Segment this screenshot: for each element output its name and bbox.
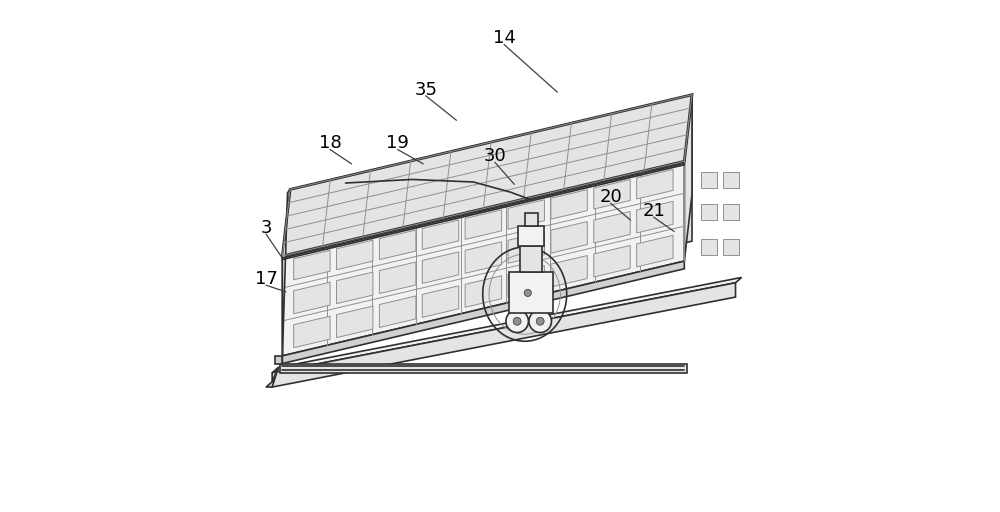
Polygon shape — [275, 356, 282, 364]
Text: 30: 30 — [484, 147, 506, 165]
Polygon shape — [701, 239, 717, 255]
Text: 17: 17 — [255, 270, 277, 288]
Polygon shape — [465, 276, 502, 307]
Polygon shape — [294, 250, 330, 280]
Polygon shape — [508, 200, 544, 229]
Polygon shape — [518, 225, 544, 246]
Polygon shape — [637, 169, 673, 199]
Polygon shape — [280, 364, 687, 373]
Polygon shape — [701, 172, 717, 188]
Polygon shape — [508, 266, 544, 297]
Polygon shape — [282, 261, 684, 364]
Polygon shape — [422, 220, 459, 249]
Text: 21: 21 — [642, 202, 665, 220]
Circle shape — [513, 317, 521, 325]
Polygon shape — [551, 222, 587, 253]
Polygon shape — [282, 189, 290, 356]
Polygon shape — [684, 95, 692, 261]
Polygon shape — [266, 368, 278, 387]
Polygon shape — [551, 255, 587, 287]
Polygon shape — [637, 236, 673, 267]
Polygon shape — [701, 204, 717, 220]
Polygon shape — [337, 272, 373, 304]
Text: 19: 19 — [386, 134, 409, 153]
Polygon shape — [637, 201, 673, 233]
Circle shape — [529, 310, 551, 332]
Polygon shape — [290, 95, 692, 336]
Polygon shape — [465, 242, 502, 273]
Polygon shape — [594, 180, 630, 209]
Polygon shape — [465, 210, 502, 240]
Circle shape — [536, 317, 544, 325]
Polygon shape — [723, 239, 739, 255]
Circle shape — [524, 289, 531, 296]
Polygon shape — [509, 271, 553, 312]
Polygon shape — [520, 246, 542, 271]
Polygon shape — [272, 278, 742, 373]
Polygon shape — [379, 262, 416, 293]
Polygon shape — [422, 286, 459, 317]
Text: 35: 35 — [414, 80, 437, 99]
Polygon shape — [294, 316, 330, 348]
Polygon shape — [294, 282, 330, 314]
Polygon shape — [272, 283, 736, 387]
Polygon shape — [508, 232, 544, 263]
Text: 20: 20 — [599, 188, 622, 206]
Polygon shape — [282, 95, 692, 256]
Text: 3: 3 — [260, 219, 272, 237]
Polygon shape — [337, 306, 373, 337]
Polygon shape — [551, 189, 587, 219]
Text: 18: 18 — [319, 134, 341, 153]
Polygon shape — [422, 252, 459, 284]
Polygon shape — [379, 296, 416, 328]
Circle shape — [506, 310, 528, 332]
Polygon shape — [525, 212, 538, 225]
Polygon shape — [379, 230, 416, 260]
Text: 14: 14 — [493, 29, 516, 48]
Polygon shape — [337, 240, 373, 270]
Polygon shape — [723, 172, 739, 188]
Polygon shape — [594, 211, 630, 243]
Polygon shape — [282, 161, 684, 356]
Polygon shape — [723, 204, 739, 220]
Polygon shape — [594, 245, 630, 277]
